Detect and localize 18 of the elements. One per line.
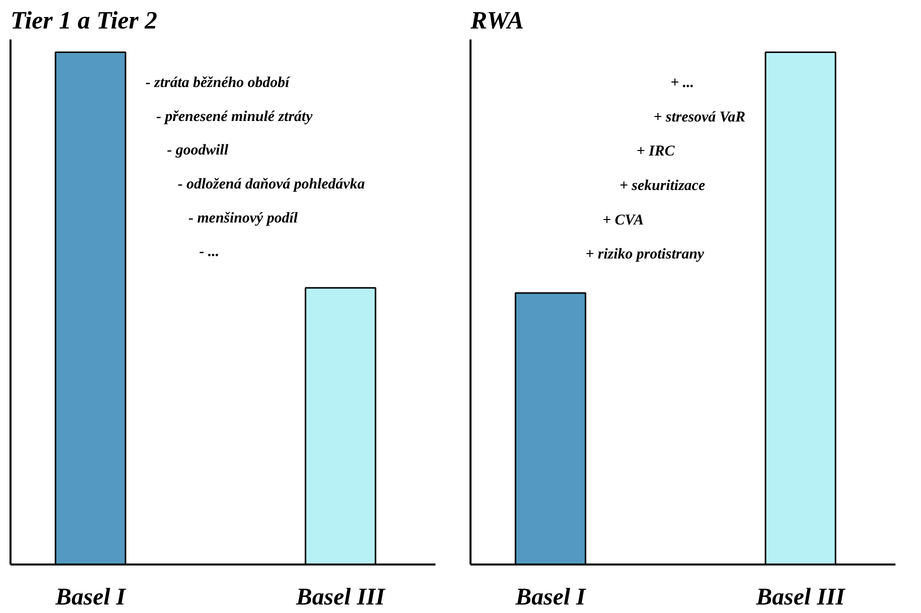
x-tick-label: Basel I [514, 584, 588, 610]
annotation: - goodwill [167, 142, 230, 159]
chart-title: Tier 1 a Tier 2 [10, 8, 158, 34]
annotation: - přenesené minulé ztráty [156, 108, 313, 125]
annotation: + stresová VaR [654, 109, 746, 126]
annotation: + ... [670, 75, 694, 92]
x-tick-label: Basel I [54, 584, 128, 610]
annotation: + IRC [636, 144, 676, 160]
x-tick-label: Basel III [755, 584, 847, 610]
annotation: - odložená daňová pohledávka [178, 176, 366, 192]
annotation: + sekuritizace [620, 178, 706, 194]
chart-title: RWA [470, 8, 524, 34]
annotation: - ztráta běžného období [146, 75, 292, 92]
annotation: + riziko protistrany [586, 246, 704, 263]
x-tick-label: Basel III [295, 584, 387, 610]
annotation: + CVA [602, 212, 644, 228]
annotation: - ... [199, 244, 220, 260]
annotation: - menšinový podíl [188, 210, 298, 226]
